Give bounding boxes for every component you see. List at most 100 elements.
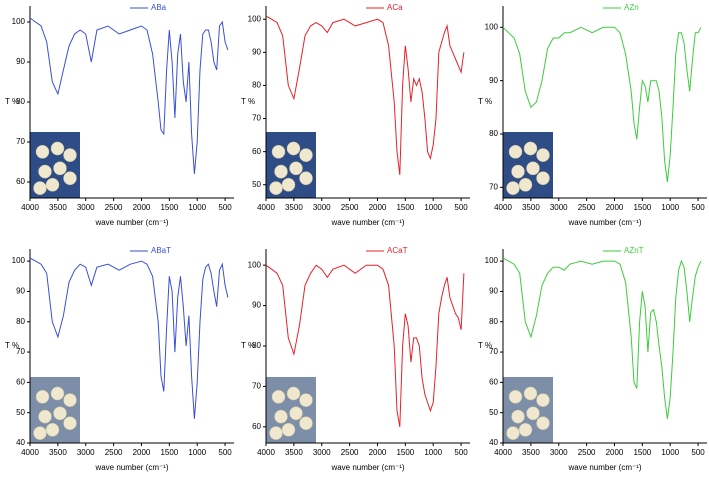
inset-photo-item <box>274 164 288 179</box>
inset-photo-item <box>35 389 50 404</box>
x-tick-label: 2500 <box>578 448 596 457</box>
y-tick-label: 100 <box>248 14 262 23</box>
inset-photo-item <box>526 161 540 176</box>
y-tick-label: 70 <box>489 347 498 356</box>
inset-photo-item <box>33 426 47 440</box>
inset-photo-item <box>289 406 303 421</box>
y-tick-label: 100 <box>485 22 499 31</box>
inset-photo-item <box>53 161 67 176</box>
inset-photo-item <box>511 164 525 179</box>
inset-photo-item <box>536 393 550 407</box>
x-tick-label: 4000 <box>494 448 512 457</box>
inset-photo-item <box>536 148 550 162</box>
inset-photo-item <box>271 144 286 159</box>
x-tick-label: 2000 <box>369 448 387 457</box>
x-tick-label: 1500 <box>396 448 414 457</box>
inset-photo-item <box>281 177 296 192</box>
x-tick-label: 2000 <box>369 203 387 212</box>
inset-photo-item <box>518 177 533 192</box>
x-tick-label: 1000 <box>188 448 206 457</box>
inset-photo-item <box>63 171 77 186</box>
y-tick-label: 100 <box>12 256 26 265</box>
x-tick-label: 1500 <box>160 203 178 212</box>
x-tick-label: 500 <box>454 203 468 212</box>
x-tick-label: 3500 <box>285 203 303 212</box>
x-tick-label: 1000 <box>661 203 679 212</box>
y-tick-label: 70 <box>16 137 25 146</box>
y-axis-label: T % <box>478 97 492 106</box>
x-axis-label: wave number (cm⁻¹) <box>330 463 404 472</box>
x-tick-label: 2500 <box>578 203 596 212</box>
inset-photo-item <box>526 406 540 421</box>
inset-photo-item <box>286 141 301 156</box>
chart-panel: 40 50 60 70 80 90 100 4000 3500 3000 2500 2000 1500 1… <box>478 246 707 472</box>
x-tick-label: 3000 <box>550 448 568 457</box>
y-axis-label: T % <box>241 97 255 106</box>
inset-photo-item <box>536 416 550 431</box>
inset-photo-item <box>271 389 286 404</box>
x-tick-label: 2000 <box>606 203 624 212</box>
inset-photo-item <box>38 409 52 424</box>
x-tick-label: 2500 <box>105 203 123 212</box>
x-tick-label: 1000 <box>188 203 206 212</box>
x-tick-label: 3000 <box>550 203 568 212</box>
x-tick-label: 1500 <box>396 203 414 212</box>
x-tick-label: 3500 <box>49 203 67 212</box>
inset-photo-item <box>53 406 67 421</box>
y-tick-label: 80 <box>489 129 498 138</box>
inset-photo-item <box>281 422 296 437</box>
legend-label: ABaT <box>151 246 171 255</box>
inset-photo-item <box>286 386 301 401</box>
inset-photo-item <box>508 389 523 404</box>
x-tick-label: 4000 <box>257 448 275 457</box>
y-tick-label: 90 <box>16 287 25 296</box>
inset-photo-item <box>506 181 520 195</box>
inset-photo-item <box>45 177 60 192</box>
spectrum-line <box>265 264 465 427</box>
x-tick-label: 500 <box>218 203 232 212</box>
inset-photo-item <box>63 393 77 407</box>
x-tick-label: 1500 <box>633 448 651 457</box>
x-tick-label: 500 <box>691 203 705 212</box>
legend-label: ABa <box>151 3 167 12</box>
y-tick-label: 90 <box>16 57 25 66</box>
y-tick-label: 40 <box>489 438 498 447</box>
legend-label: ACaT <box>387 246 408 255</box>
x-tick-label: 1000 <box>424 203 442 212</box>
x-axis-label: wave number (cm⁻¹) <box>567 218 641 227</box>
x-tick-label: 1500 <box>633 203 651 212</box>
chart-panel: 60 70 80 90 100 4000 3500 3000 2500 2000 1500 1000 5… <box>5 3 234 227</box>
y-axis-label: T % <box>5 97 19 106</box>
x-tick-label: 3000 <box>313 448 331 457</box>
legend-label: ACa <box>387 3 403 12</box>
x-tick-label: 4000 <box>494 203 512 212</box>
y-tick-label: 90 <box>252 47 261 56</box>
inset-photo-item <box>33 181 47 195</box>
y-axis-label: T % <box>5 341 19 350</box>
y-tick-label: 80 <box>16 97 25 106</box>
x-tick-label: 3000 <box>77 203 95 212</box>
y-tick-label: 100 <box>12 17 26 26</box>
x-tick-label: 1000 <box>661 448 679 457</box>
x-tick-label: 500 <box>691 448 705 457</box>
inset-photo-item <box>511 409 525 424</box>
inset-photo-item <box>63 148 77 162</box>
y-tick-label: 90 <box>489 287 498 296</box>
y-tick-label: 70 <box>252 114 261 123</box>
x-tick-label: 2500 <box>341 203 359 212</box>
x-tick-label: 2500 <box>105 448 123 457</box>
inset-photo-item <box>299 393 313 407</box>
legend-label: AZn <box>624 3 639 12</box>
inset-photo-item <box>523 141 538 156</box>
inset-photo-item <box>38 164 52 179</box>
y-tick-label: 50 <box>16 408 25 417</box>
inset-photo-item <box>35 144 50 159</box>
y-tick-label: 60 <box>16 377 25 386</box>
y-tick-label: 80 <box>252 341 261 350</box>
chart-panel: 70 80 90 100 4000 3500 3000 2500 2000 1500 1000 500… <box>478 3 707 227</box>
x-tick-label: 3500 <box>285 448 303 457</box>
x-tick-label: 500 <box>454 448 468 457</box>
y-tick-label: 60 <box>16 177 25 186</box>
x-tick-label: 4000 <box>257 203 275 212</box>
inset-photo-item <box>506 426 520 440</box>
